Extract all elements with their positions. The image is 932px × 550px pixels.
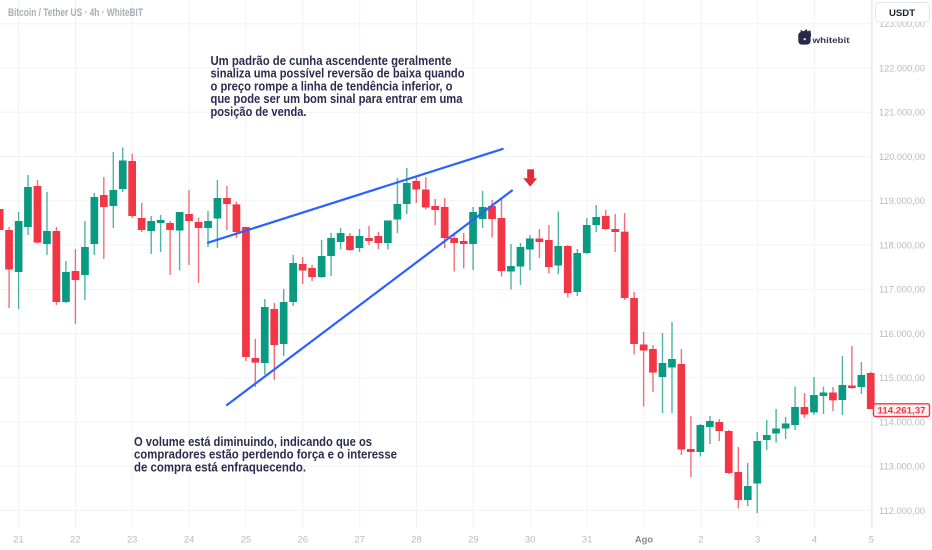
svg-text:117.000,00: 117.000,00 — [879, 284, 925, 295]
svg-text:29: 29 — [468, 534, 478, 545]
svg-text:31: 31 — [582, 534, 592, 545]
svg-text:122.000,00: 122.000,00 — [879, 62, 925, 73]
svg-text:Ago: Ago — [635, 534, 653, 545]
svg-text:4: 4 — [812, 534, 817, 545]
svg-text:o preço rompe a linha de tendê: o preço rompe a linha de tendência infer… — [211, 79, 453, 93]
svg-text:118.000,00: 118.000,00 — [879, 239, 925, 250]
svg-text:O volume está diminuindo, indi: O volume está diminuindo, indicando que … — [134, 435, 372, 449]
svg-text:22: 22 — [70, 534, 80, 545]
svg-text:123.000,00: 123.000,00 — [879, 18, 925, 29]
svg-text:115.000,00: 115.000,00 — [879, 372, 925, 383]
svg-text:Um padrão de cunha ascendente: Um padrão de cunha ascendente geralmente — [211, 54, 452, 68]
svg-text:5: 5 — [869, 534, 874, 545]
svg-text:114.000,00: 114.000,00 — [879, 416, 925, 427]
svg-text:2: 2 — [698, 534, 703, 545]
svg-text:que pode ser um bom sinal para: que pode ser um bom sinal para entrar em… — [211, 92, 464, 106]
svg-text:21: 21 — [13, 534, 23, 545]
svg-text:27: 27 — [354, 534, 364, 545]
svg-text:3: 3 — [755, 534, 760, 545]
svg-text:120.000,00: 120.000,00 — [879, 151, 925, 162]
svg-text:Bitcoin / Tether US · 4h · Whi: Bitcoin / Tether US · 4h · WhiteBIT — [8, 7, 143, 19]
svg-text:23: 23 — [127, 534, 137, 545]
svg-text:28: 28 — [411, 534, 421, 545]
svg-text:de compra está enfraquecendo.: de compra está enfraquecendo. — [134, 460, 306, 474]
svg-text:30: 30 — [525, 534, 535, 545]
svg-text:119.000,00: 119.000,00 — [879, 195, 925, 206]
svg-text:25: 25 — [241, 534, 251, 545]
svg-text:posição de venda.: posição de venda. — [211, 105, 307, 119]
svg-text:116.000,00: 116.000,00 — [879, 328, 925, 339]
svg-text:sinaliza uma possível reversão: sinaliza uma possível reversão de baixa … — [211, 67, 465, 81]
svg-text:112.000,00: 112.000,00 — [879, 505, 925, 516]
svg-text:whitebit: whitebit — [811, 35, 849, 45]
svg-text:24: 24 — [184, 534, 194, 545]
svg-text:26: 26 — [298, 534, 308, 545]
svg-text:113.000,00: 113.000,00 — [879, 461, 925, 472]
svg-text:114.261,37: 114.261,37 — [878, 405, 926, 416]
svg-text:121.000,00: 121.000,00 — [879, 107, 925, 118]
svg-text:USDT: USDT — [889, 8, 915, 19]
svg-text:compradores estão perdendo for: compradores estão perdendo força e o int… — [134, 448, 397, 462]
